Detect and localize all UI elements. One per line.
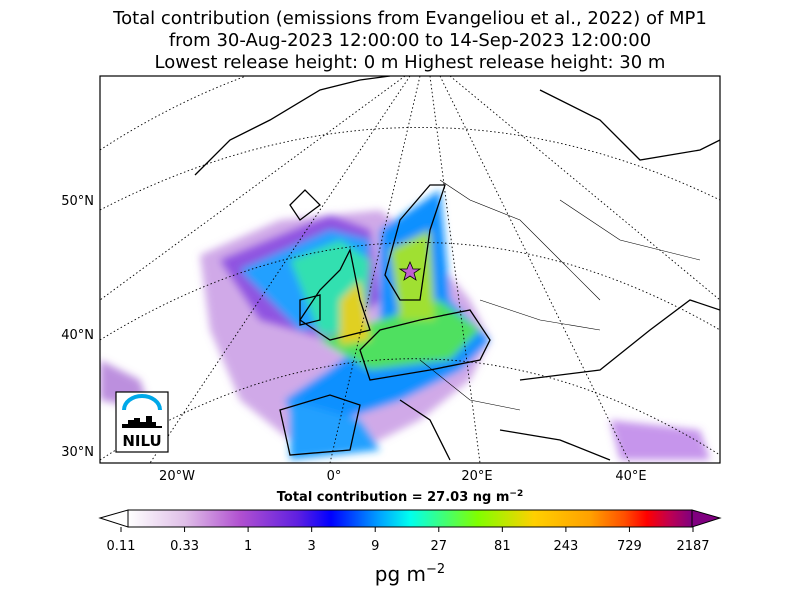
coastlines (194, 76, 720, 461)
graticule (100, 76, 720, 463)
lon-label: 40°E (615, 469, 646, 484)
colorbar-tick-label: 0.33 (170, 539, 199, 554)
star-icon (398, 260, 422, 281)
lat-label: 50°N (61, 194, 94, 209)
lon-label: 0° (327, 469, 342, 484)
total-contribution-label: Total contribution = 27.03 ng m−2 (277, 489, 523, 505)
colorbar-max-extend (691, 509, 722, 528)
colorbar: 0.11 0.33 1 3 9 27 81 243 729 2187 (98, 509, 722, 554)
colorbar-tick-label: 1 (244, 539, 252, 554)
colorbar-tick-label: 2187 (676, 539, 709, 554)
lat-labels: 50°N 40°N 30°N (61, 194, 94, 460)
title-line-2: from 30-Aug-2023 12:00:00 to 14-Sep-2023… (169, 30, 651, 51)
map-frame (99, 75, 721, 464)
lat-label: 30°N (61, 445, 94, 460)
logo-text: NILU (122, 432, 161, 450)
colorbar-tick-label: 3 (308, 539, 316, 554)
lon-label: 20°E (461, 469, 492, 484)
map-area: NILU (100, 76, 720, 463)
title-line-1: Total contribution (emissions from Evang… (112, 8, 707, 29)
colorbar-tick-label: 81 (494, 539, 511, 554)
colorbar-tick-label: 243 (553, 539, 578, 554)
colorbar-tick-label: 0.11 (107, 539, 136, 554)
colorbar-tick-label: 27 (431, 539, 448, 554)
concentration-field (100, 190, 710, 460)
lon-labels: 20°W 0° 20°E 40°E (159, 469, 647, 484)
colorbar-min-extend (98, 509, 129, 528)
colorbar-unit: pg m−2 (375, 562, 445, 586)
nilu-logo: NILU (115, 391, 169, 453)
borders (419, 179, 701, 411)
lon-label: 20°W (159, 469, 195, 484)
colorbar-gradient (128, 510, 692, 527)
colorbar-tick-label: 9 (371, 539, 379, 554)
lat-label: 40°N (61, 328, 94, 343)
title-line-3: Lowest release height: 0 m Highest relea… (155, 52, 666, 73)
colorbar-tick-label: 729 (617, 539, 642, 554)
